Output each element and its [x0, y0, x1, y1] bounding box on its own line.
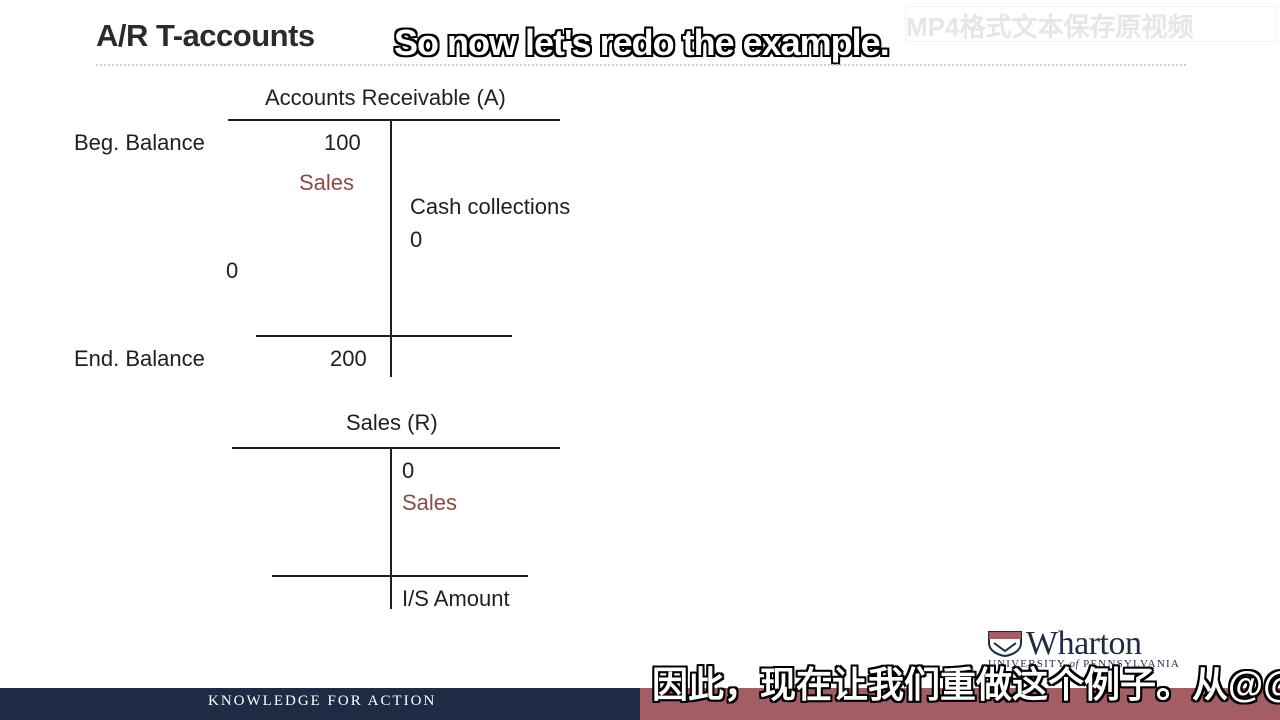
- sales-account-title: Sales (R): [346, 410, 438, 435]
- ar-sales-label: Sales: [299, 170, 355, 195]
- ar-end-balance-label: End. Balance: [74, 346, 205, 371]
- ar-bottom-line: [256, 335, 512, 337]
- ar-cash-collections-value: 0: [410, 227, 423, 252]
- ar-beg-balance-value: 100: [324, 130, 361, 155]
- subtitle-top: So now let's redo the example.: [394, 22, 890, 63]
- sales-bottom-line: [272, 575, 528, 577]
- slide-title: A/R T-accounts: [96, 18, 315, 53]
- footer-tagline: KNOWLEDGE FOR ACTION: [208, 693, 437, 709]
- wharton-logo-name: Wharton: [1026, 625, 1142, 662]
- wharton-logo: Wharton UNIVERSITY of PENNSYLVANIA: [988, 625, 1188, 673]
- ar-end-balance-value: 200: [330, 346, 367, 371]
- ar-center-line: [390, 121, 392, 377]
- sales-center-line: [390, 449, 392, 609]
- ar-cash-collections-label: Cash collections: [410, 194, 571, 219]
- ar-account-title: Accounts Receivable (A): [265, 85, 506, 110]
- header-divider: [96, 64, 1186, 66]
- ar-beg-balance-label: Beg. Balance: [74, 130, 205, 155]
- wharton-logo-subtitle: UNIVERSITY of PENNSYLVANIA: [988, 658, 1180, 670]
- watermark: MP4格式文本保存原视频: [905, 6, 1277, 42]
- footer-bar-accent: [640, 688, 1280, 720]
- footer-bar: [0, 688, 640, 720]
- sales-top-line: [232, 447, 560, 449]
- shield-icon: [988, 631, 1022, 657]
- ar-left-zero: 0: [226, 258, 239, 283]
- sales-sales-label: Sales: [402, 490, 458, 515]
- subtitle-bottom: 因此，现在让我们重做这个例子。从@@: [652, 664, 1280, 705]
- ar-top-line: [228, 119, 560, 121]
- sales-right-zero: 0: [402, 458, 415, 483]
- sales-is-amount-label: I/S Amount: [402, 586, 510, 611]
